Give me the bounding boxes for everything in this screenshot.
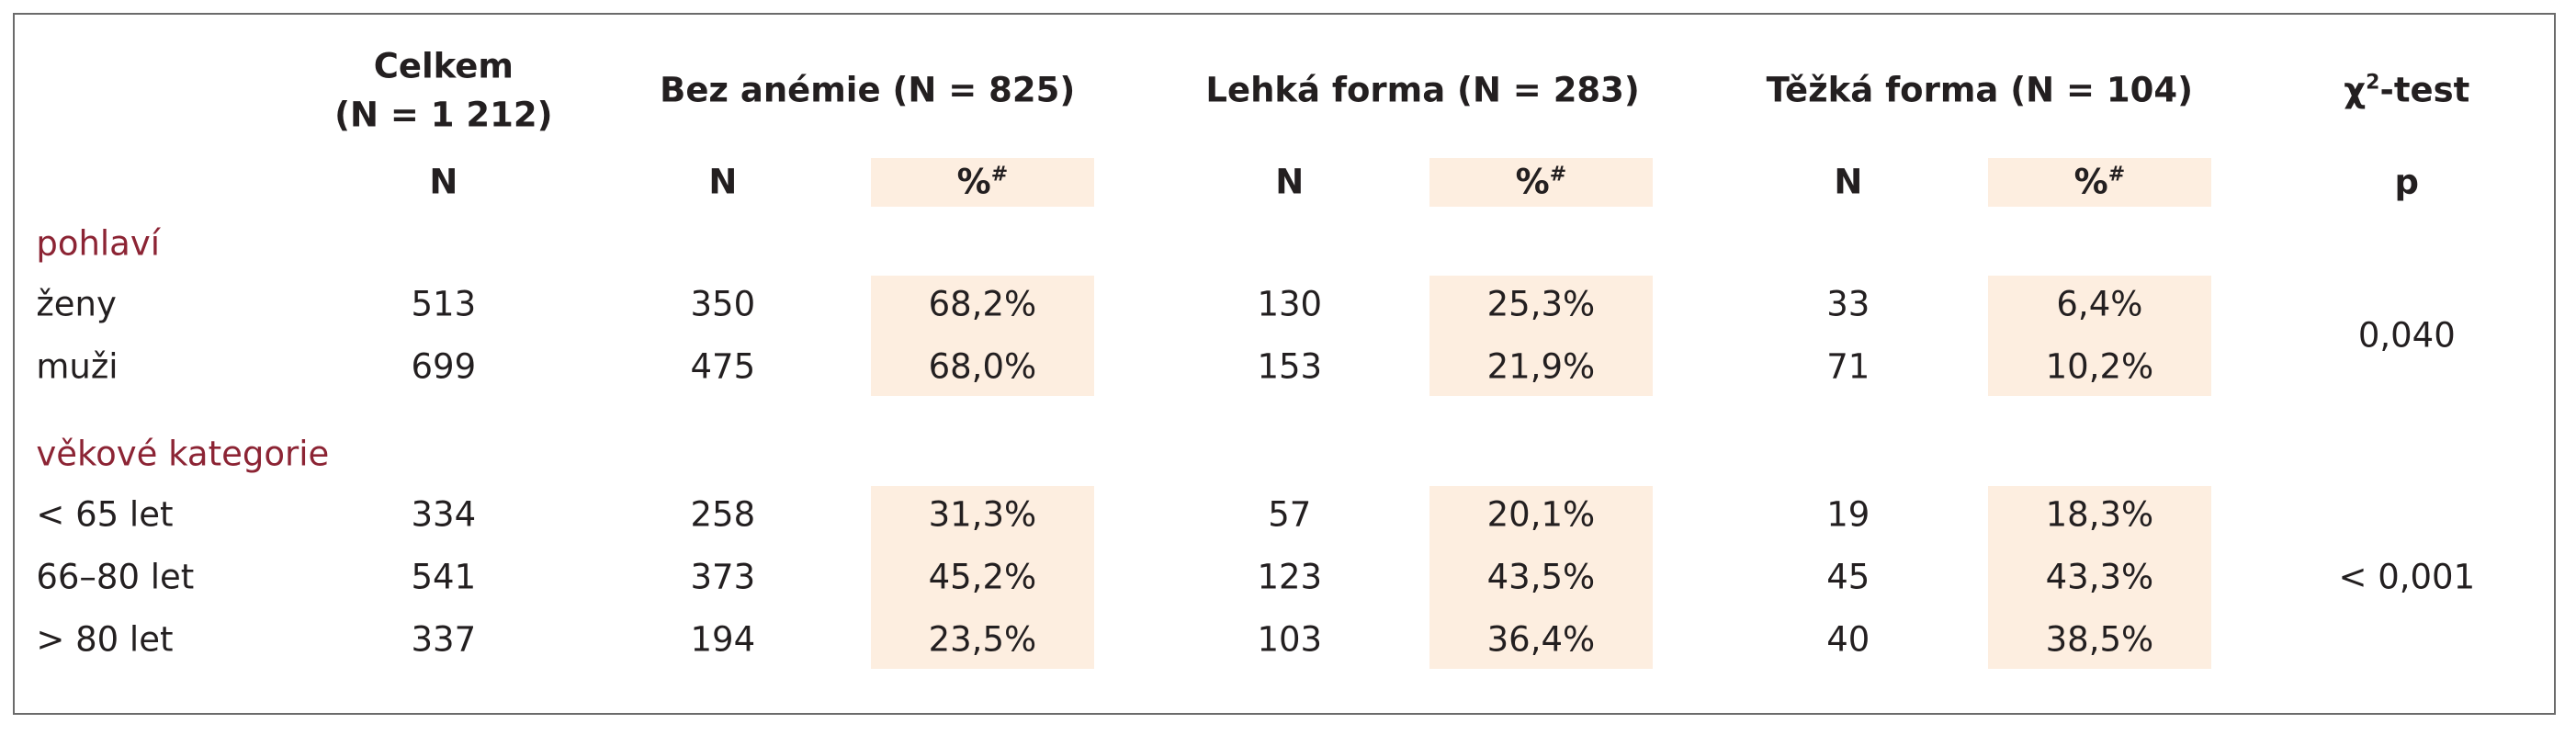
cell-highlight — [870, 486, 1094, 669]
subheader: N — [1275, 165, 1304, 199]
cell-highlight — [1987, 157, 2211, 208]
subheader: p — [2395, 165, 2420, 199]
cell: 130 — [1257, 284, 1323, 324]
column-header: Celkem — [373, 46, 514, 86]
subheader-text: N — [1834, 162, 1863, 202]
cell: 23,5% — [928, 619, 1037, 660]
subheader-sup: # — [990, 163, 1009, 187]
cell-highlight — [1987, 276, 2211, 396]
subheader: %# — [2073, 162, 2126, 202]
cell: 18,3% — [2045, 494, 2154, 535]
column-header-subtitle: (N = 1 212) — [334, 95, 553, 135]
cell-highlight — [870, 276, 1094, 396]
subheader: N — [708, 165, 737, 199]
cell: 57 — [1268, 494, 1312, 535]
column-header-sup: 2 — [2366, 71, 2380, 95]
p-value: < 0,001 — [2338, 557, 2476, 597]
cell: 194 — [690, 619, 756, 660]
subheader-text: % — [1515, 162, 1550, 202]
section-label: pohlaví — [36, 223, 161, 264]
cell: 6,4% — [2056, 284, 2143, 324]
cell: 43,5% — [1486, 557, 1596, 597]
subheader-sup: # — [1549, 163, 1567, 187]
subheader-sup: # — [2107, 163, 2126, 187]
subheader: %# — [956, 162, 1009, 202]
cell-highlight — [1429, 486, 1653, 669]
cell: 38,5% — [2045, 619, 2154, 660]
column-header: χ2-test — [2344, 70, 2470, 110]
cell: 68,0% — [928, 346, 1037, 387]
cell: 45 — [1826, 557, 1870, 597]
cell: 699 — [411, 346, 477, 387]
cell: 43,3% — [2045, 557, 2154, 597]
cell: 20,1% — [1486, 494, 1596, 535]
cell: 21,9% — [1486, 346, 1596, 387]
column-header: Bez anémie (N = 825) — [660, 70, 1076, 110]
cell: 36,4% — [1486, 619, 1596, 660]
subheader-text: p — [2394, 162, 2420, 202]
subheader-text: N — [429, 162, 458, 202]
cell-highlight — [870, 157, 1094, 208]
cell: 33 — [1826, 284, 1870, 324]
p-value: 0,040 — [2357, 315, 2456, 356]
section-label: věkové kategorie — [36, 434, 330, 474]
column-header: Těžká forma (N = 104) — [1766, 70, 2194, 110]
cell: 103 — [1257, 619, 1323, 660]
cell: 71 — [1826, 346, 1870, 387]
column-header: Lehká forma (N = 283) — [1205, 70, 1640, 110]
subheader: N — [429, 165, 458, 199]
cell: 334 — [411, 494, 477, 535]
subheader-text: % — [2073, 162, 2108, 202]
cell: 10,2% — [2045, 346, 2154, 387]
subheader: %# — [1515, 162, 1567, 202]
cell: 153 — [1257, 346, 1323, 387]
cell: 373 — [690, 557, 756, 597]
cell: 541 — [411, 557, 477, 597]
row-label: ženy — [36, 284, 117, 324]
cell: 45,2% — [928, 557, 1037, 597]
row-label: < 65 let — [36, 494, 174, 535]
cell-highlight — [1429, 157, 1653, 208]
cell-highlight — [1429, 276, 1653, 396]
cell: 513 — [411, 284, 477, 324]
cell: 19 — [1826, 494, 1870, 535]
cell: 475 — [690, 346, 756, 387]
subheader-text: N — [708, 162, 738, 202]
cell: 123 — [1257, 557, 1323, 597]
cell: 350 — [690, 284, 756, 324]
cell: 25,3% — [1486, 284, 1596, 324]
table-frame — [13, 13, 2556, 715]
cell: 40 — [1826, 619, 1870, 660]
cell: 68,2% — [928, 284, 1037, 324]
subheader: N — [1834, 165, 1862, 199]
column-header-text: χ — [2344, 70, 2367, 110]
cell-highlight — [1987, 486, 2211, 669]
subheader-text: N — [1275, 162, 1305, 202]
cell: 258 — [690, 494, 756, 535]
row-label: 66–80 let — [36, 557, 195, 597]
subheader-text: % — [956, 162, 991, 202]
row-label: > 80 let — [36, 619, 174, 660]
cell: 337 — [411, 619, 477, 660]
cell: 31,3% — [928, 494, 1037, 535]
row-label: muži — [36, 346, 119, 387]
column-header-rest: -test — [2379, 70, 2470, 110]
